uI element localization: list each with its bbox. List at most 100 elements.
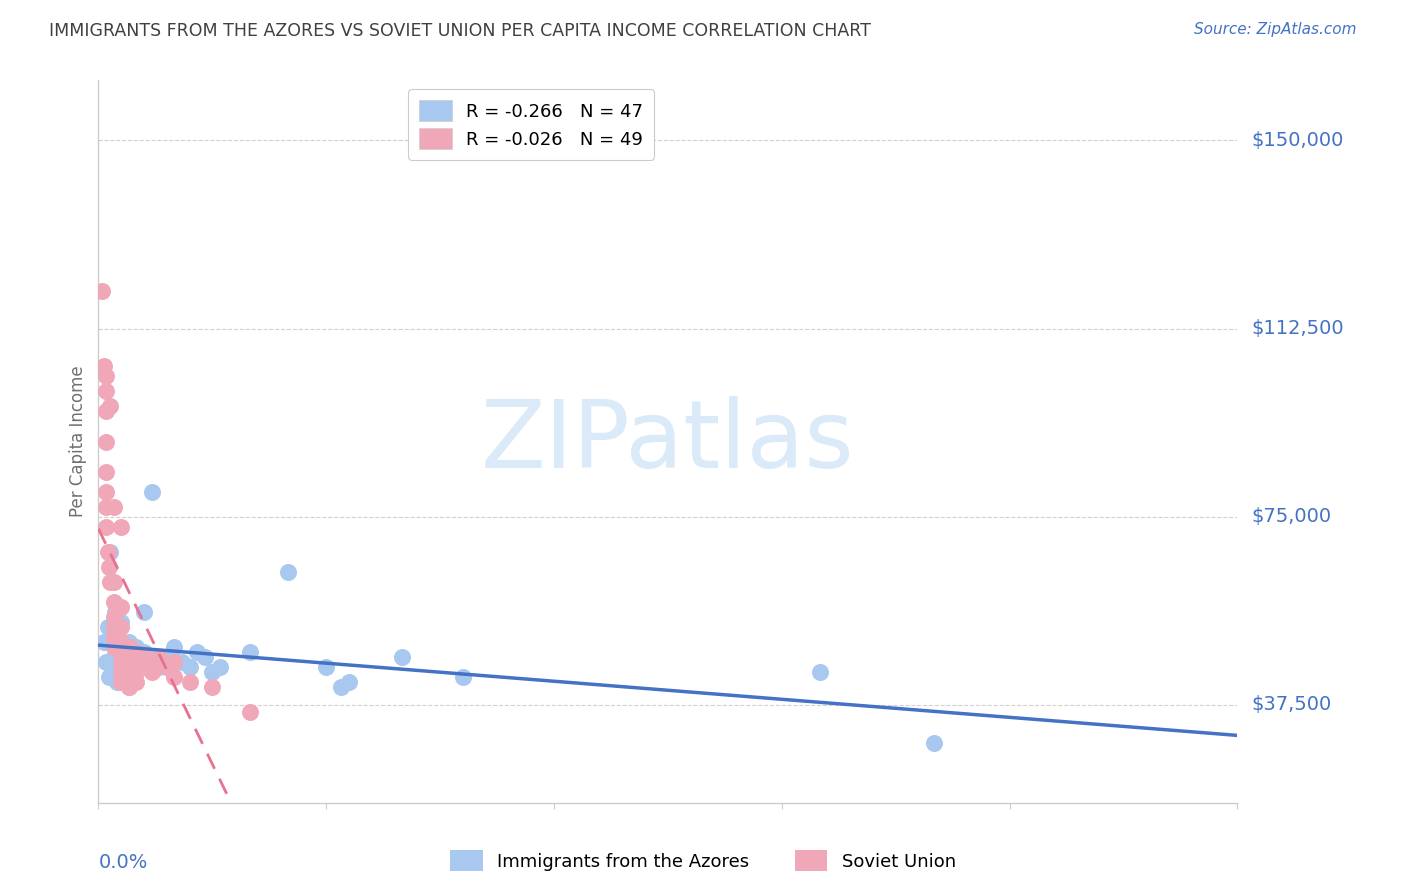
Point	[132, 660, 155, 674]
Text: IMMIGRANTS FROM THE AZORES VS SOVIET UNION PER CAPITA INCOME CORRELATION CHART: IMMIGRANTS FROM THE AZORES VS SOVIET UNI…	[49, 22, 872, 40]
Point	[186, 645, 208, 659]
Text: $150,000: $150,000	[1251, 131, 1344, 150]
Point	[163, 640, 186, 655]
Text: ZIPatlas: ZIPatlas	[481, 395, 855, 488]
Point	[110, 645, 132, 659]
Legend: R = -0.266   N = 47, R = -0.026   N = 49: R = -0.266 N = 47, R = -0.026 N = 49	[408, 89, 654, 160]
Point	[163, 670, 186, 684]
Point	[110, 620, 132, 634]
Point	[330, 681, 353, 695]
Point	[132, 650, 155, 665]
Point	[110, 640, 132, 655]
Point	[94, 465, 117, 479]
Point	[141, 484, 163, 499]
Point	[98, 670, 121, 684]
Point	[98, 545, 121, 559]
Point	[391, 650, 413, 665]
Point	[110, 665, 132, 680]
Point	[179, 675, 201, 690]
Text: $37,500: $37,500	[1251, 696, 1331, 714]
Point	[110, 635, 132, 649]
Point	[156, 660, 179, 674]
Point	[103, 620, 125, 634]
Point	[94, 655, 117, 669]
Point	[93, 635, 115, 649]
Text: $112,500: $112,500	[1251, 319, 1344, 338]
Point	[118, 665, 141, 680]
Point	[118, 650, 141, 665]
Point	[315, 660, 337, 674]
Point	[277, 565, 299, 579]
Point	[118, 681, 141, 695]
Point	[156, 660, 179, 674]
Point	[451, 670, 474, 684]
Point	[110, 650, 132, 665]
Point	[94, 404, 117, 418]
Point	[94, 384, 117, 399]
Point	[94, 520, 117, 534]
Point	[141, 665, 163, 680]
Point	[141, 655, 163, 669]
Point	[94, 500, 117, 514]
Point	[132, 605, 155, 619]
Text: 0.0%: 0.0%	[98, 854, 148, 872]
Point	[194, 650, 217, 665]
Text: Source: ZipAtlas.com: Source: ZipAtlas.com	[1194, 22, 1357, 37]
Point	[125, 640, 148, 655]
Legend: Immigrants from the Azores, Soviet Union: Immigrants from the Azores, Soviet Union	[443, 843, 963, 879]
Point	[103, 574, 125, 589]
Point	[91, 284, 114, 298]
Point	[110, 675, 132, 690]
Point	[125, 675, 148, 690]
Point	[110, 655, 132, 669]
Point	[148, 660, 170, 674]
Point	[118, 665, 141, 680]
Point	[163, 655, 186, 669]
Point	[103, 650, 125, 665]
Point	[208, 660, 231, 674]
Point	[103, 630, 125, 644]
Point	[148, 650, 170, 665]
Point	[104, 605, 127, 619]
Point	[94, 484, 117, 499]
Point	[808, 665, 831, 680]
Point	[170, 655, 193, 669]
Point	[98, 400, 121, 414]
Y-axis label: Per Capita Income: Per Capita Income	[69, 366, 87, 517]
Text: $75,000: $75,000	[1251, 508, 1331, 526]
Point	[93, 359, 115, 374]
Point	[107, 675, 129, 690]
Point	[201, 665, 224, 680]
Point	[110, 615, 132, 630]
Point	[201, 681, 224, 695]
Point	[141, 650, 163, 665]
Point	[98, 574, 121, 589]
Point	[132, 645, 155, 659]
Point	[94, 434, 117, 449]
Point	[179, 660, 201, 674]
Point	[110, 675, 132, 690]
Point	[110, 600, 132, 615]
Point	[103, 660, 125, 674]
Point	[118, 670, 141, 684]
Point	[125, 655, 148, 669]
Point	[98, 560, 121, 574]
Point	[125, 645, 148, 659]
Point	[239, 645, 262, 659]
Point	[922, 735, 945, 749]
Point	[110, 520, 132, 534]
Point	[125, 665, 148, 680]
Point	[148, 650, 170, 665]
Point	[103, 595, 125, 609]
Point	[118, 635, 141, 649]
Point	[103, 610, 125, 624]
Point	[337, 675, 360, 690]
Point	[118, 681, 141, 695]
Point	[118, 660, 141, 674]
Point	[103, 500, 125, 514]
Point	[118, 640, 141, 655]
Point	[101, 635, 124, 649]
Point	[118, 650, 141, 665]
Point	[125, 655, 148, 669]
Point	[96, 545, 118, 559]
